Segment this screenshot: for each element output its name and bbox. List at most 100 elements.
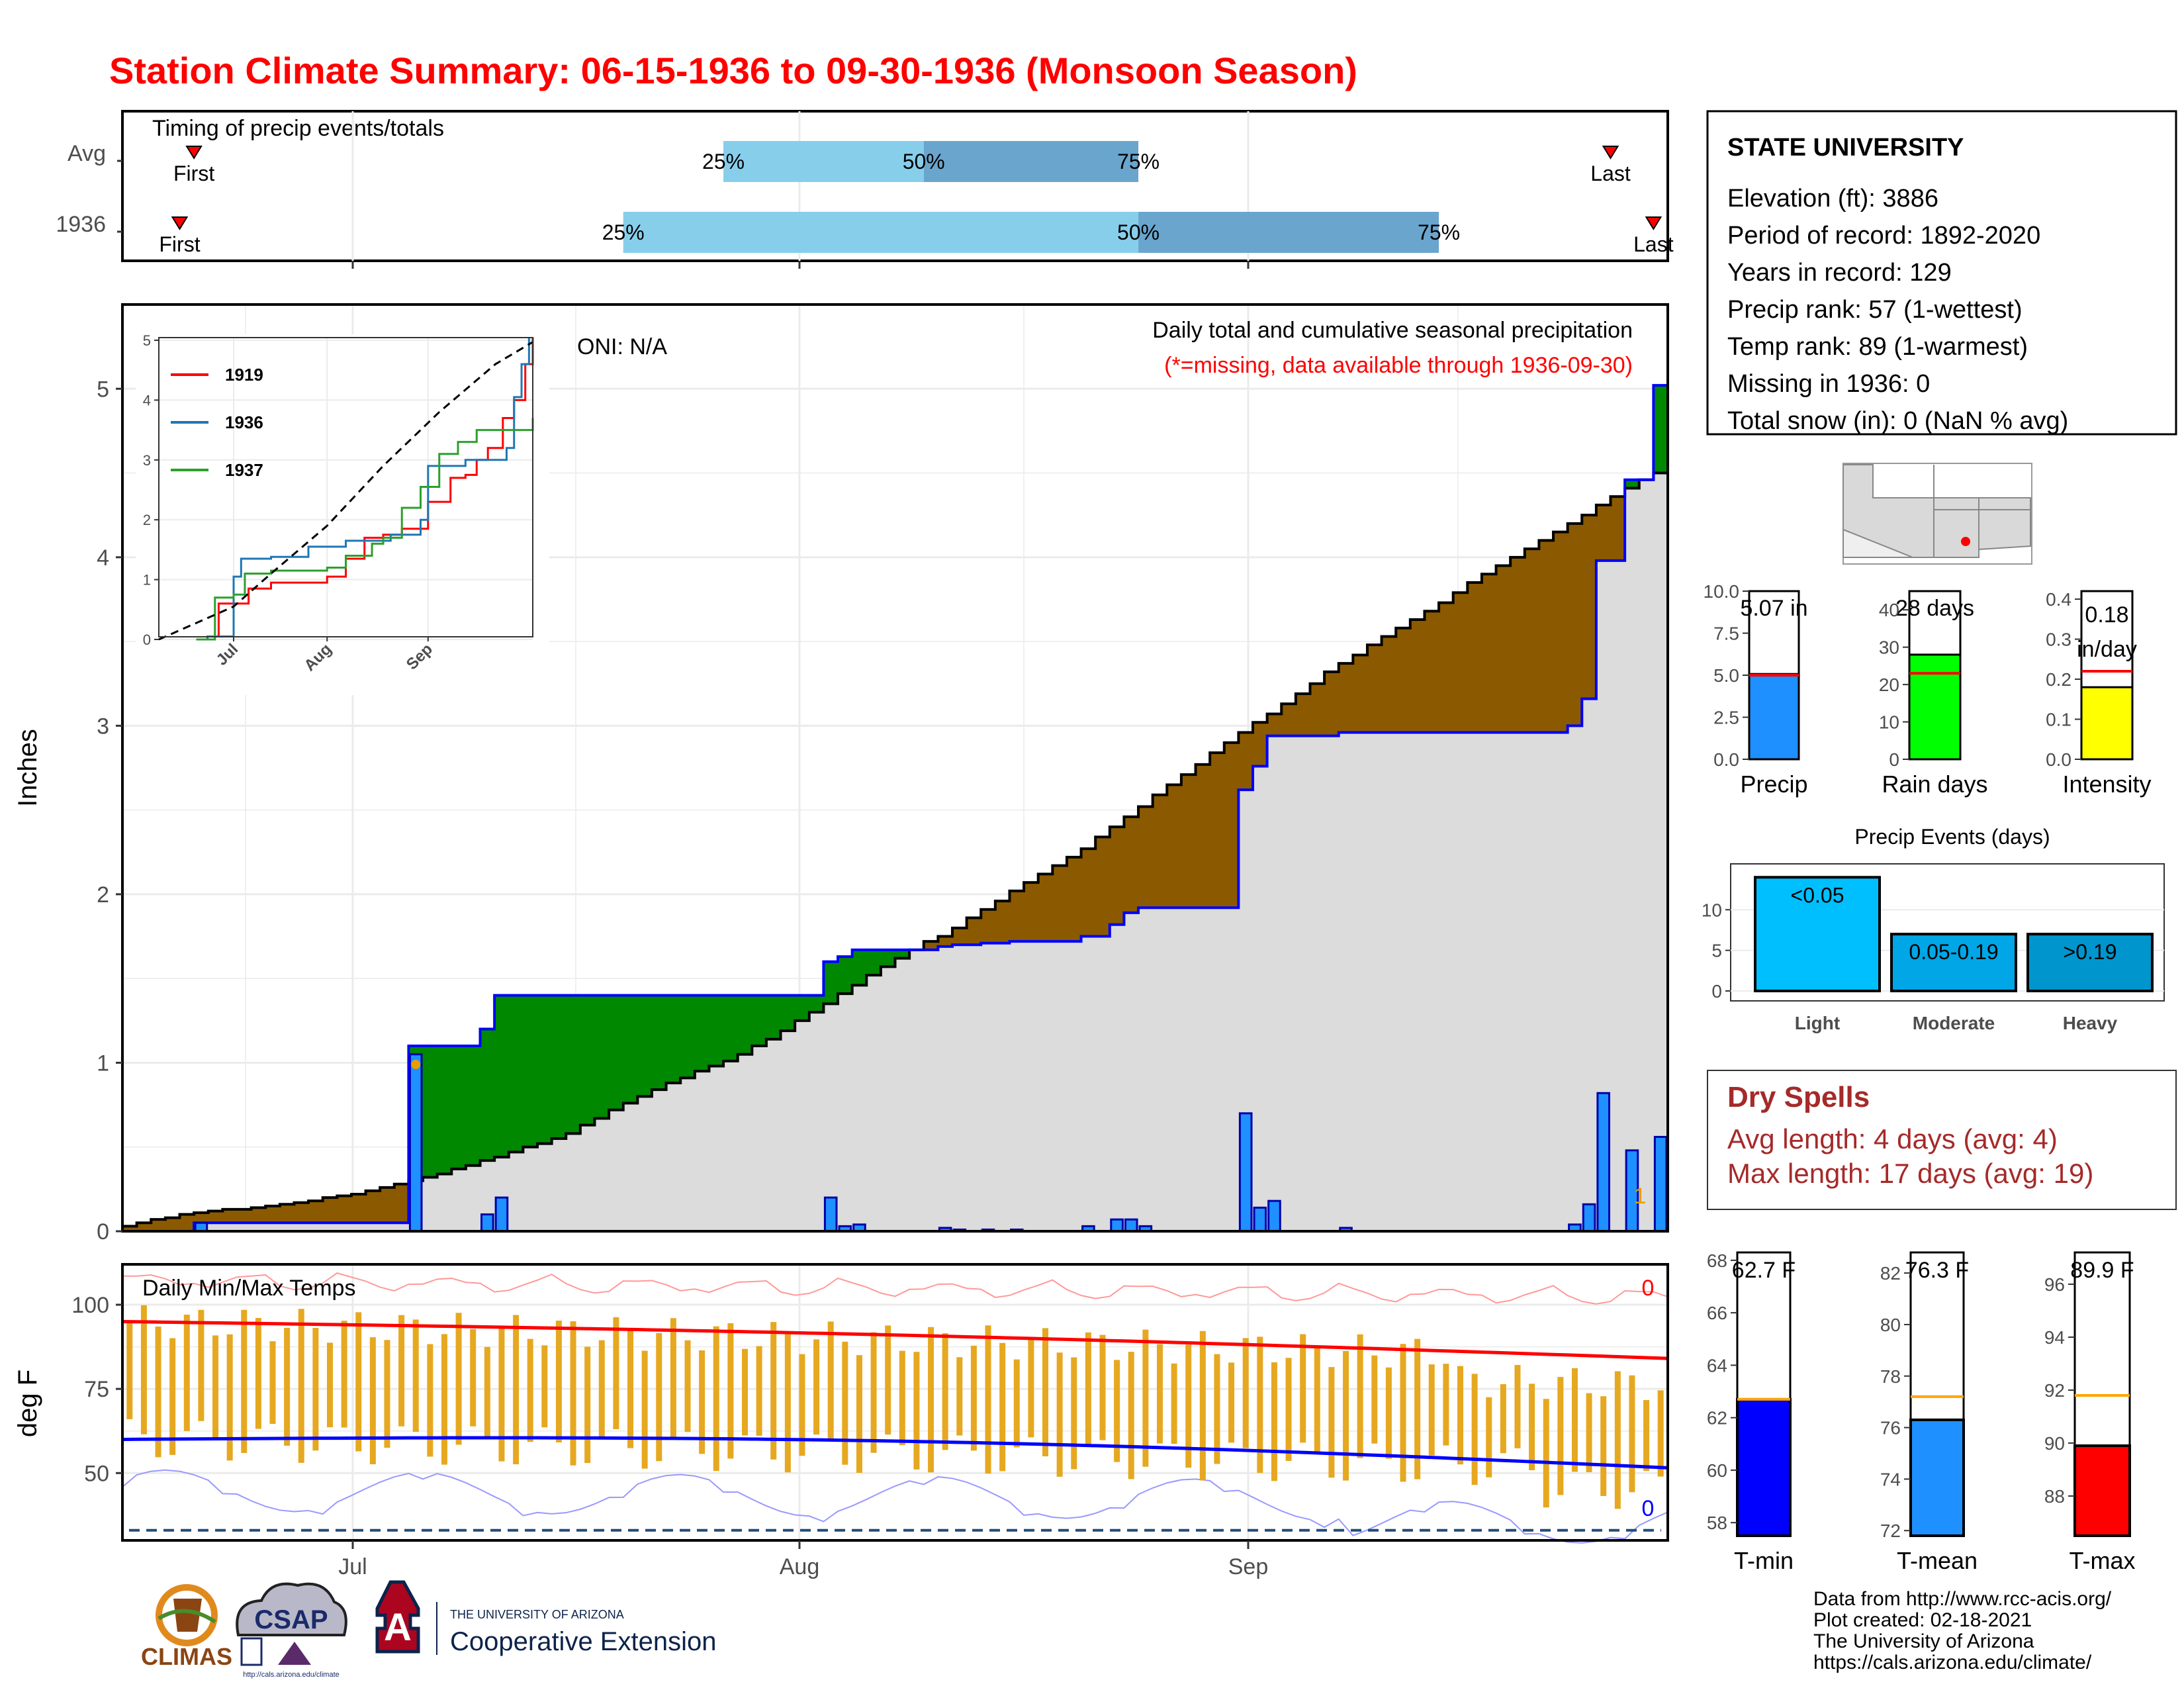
surplus-area xyxy=(594,995,610,1119)
deficit-area xyxy=(1381,636,1396,733)
precip-frame xyxy=(121,303,1669,1233)
temp-bar-tick-label: 96 xyxy=(2044,1274,2065,1295)
cumulative-base-area xyxy=(566,1133,581,1231)
temp-bar-tick-label: 62 xyxy=(1707,1408,1727,1429)
cumulative-base-area xyxy=(880,966,896,1231)
cumulative-base-area xyxy=(1338,732,1353,1231)
daily-precip-bar xyxy=(1267,1199,1281,1233)
temp-y-tick-label: 50 xyxy=(84,1461,109,1486)
timing-pct-label: 25% xyxy=(702,150,745,173)
cumulative-base-area xyxy=(1367,732,1383,1231)
precip-panel: 0 1 2 3 4 5 Inches ONI: N/A Daily total and c… xyxy=(13,303,1669,1244)
inset-frame xyxy=(158,337,533,637)
surplus-area xyxy=(465,1046,481,1166)
deficit-area xyxy=(1138,806,1154,908)
temp-y-label: deg F xyxy=(13,1370,42,1437)
deficit-area xyxy=(251,1207,266,1223)
temp-frame-bg xyxy=(122,1264,1668,1540)
surplus-area xyxy=(451,1046,467,1169)
deficit-area xyxy=(380,1187,395,1223)
deficit-area xyxy=(208,1211,223,1223)
cumulative-base-area xyxy=(995,943,1011,1231)
cumulative-base-area xyxy=(1467,732,1482,1231)
timing-first-marker xyxy=(185,146,203,160)
cumulative-base-area xyxy=(952,945,968,1231)
precip-description: Daily total and cumulative seasonal prec… xyxy=(1152,318,1633,343)
cumulative-base-area xyxy=(508,1152,523,1231)
map-borders xyxy=(1872,465,2030,557)
cumulative-base-area xyxy=(709,1066,724,1231)
cumulative-base-area xyxy=(1210,908,1225,1231)
deficit-area xyxy=(1510,557,1525,733)
cumulative-base-area xyxy=(1181,908,1197,1231)
deficit-area xyxy=(1009,890,1024,942)
surplus-area xyxy=(1625,479,1640,489)
deficit-area xyxy=(265,1205,281,1223)
inset-legend-label: 1919 xyxy=(225,365,263,385)
deficit-area xyxy=(1338,663,1353,733)
timing-last-label: Last xyxy=(1590,162,1631,185)
cumulative-base-area xyxy=(1496,732,1511,1231)
summary-tick-label: 30 xyxy=(1879,637,1899,658)
temp-plot xyxy=(122,1272,1668,1544)
inset-y-tick-label: 2 xyxy=(143,512,151,528)
cumulative-base-area xyxy=(909,949,925,1231)
footer-line: https://cals.arizona.edu/climate/ xyxy=(1813,1652,2092,1673)
cumulative-base-area xyxy=(809,1012,824,1231)
x-label-jul: Jul xyxy=(338,1554,367,1579)
deficit-area xyxy=(1024,882,1039,942)
summary-bar-precip xyxy=(1748,673,1800,761)
cumulative-base-area xyxy=(651,1090,667,1231)
surplus-area xyxy=(437,1046,452,1174)
events-bar-heavy xyxy=(2026,933,2154,992)
dry-spells-frame xyxy=(1707,1070,2177,1210)
cumulative-base-area xyxy=(380,1223,395,1231)
cumulative-base-area xyxy=(1024,941,1039,1231)
temp-bar-tick-label: 64 xyxy=(1707,1355,1727,1376)
inset-bg xyxy=(136,334,549,695)
temp-high-count: 0 xyxy=(1642,1276,1655,1301)
deficit-area xyxy=(337,1196,352,1223)
ua-letter: A xyxy=(384,1606,412,1649)
deficit-area xyxy=(1238,732,1253,790)
cumulative-base-area xyxy=(337,1223,352,1231)
precip-y-tick-label: 2 xyxy=(97,882,109,908)
missing-count: 1 xyxy=(1634,1184,1647,1209)
cumulative-base-area xyxy=(895,958,910,1231)
surplus-area xyxy=(508,995,523,1152)
cumulative-base-area xyxy=(1281,735,1297,1231)
footer: Data from http://www.rcc-acis.org/ Plot … xyxy=(1813,1588,2112,1673)
record-high-line xyxy=(122,1272,1668,1305)
daily-precip-bar xyxy=(1253,1206,1267,1233)
cumulative-base-area xyxy=(279,1223,295,1231)
climas-text: CLIMAS xyxy=(141,1643,232,1670)
map-lower-region xyxy=(1843,528,1913,558)
surplus-area xyxy=(651,995,667,1090)
deficit-area xyxy=(1396,628,1411,733)
temp-bar-tick-label: 66 xyxy=(1707,1303,1727,1323)
deficit-area xyxy=(1167,784,1182,908)
temp-bar-label: T-mean xyxy=(1897,1547,1978,1574)
cumulative-base-area xyxy=(365,1223,381,1231)
station-snow: Total snow (in): 0 (NaN % avg) xyxy=(1727,407,2068,435)
inset-y-tick-label: 3 xyxy=(143,452,151,469)
surplus-area xyxy=(795,995,810,1021)
summary-tick-label: 7.5 xyxy=(1713,624,1739,644)
temp-bar-tick-label: 60 xyxy=(1707,1460,1727,1481)
station-frame xyxy=(1706,110,2177,436)
cumulative-base-area xyxy=(594,1118,610,1231)
deficit-area xyxy=(1081,849,1096,937)
avg-tmin-line xyxy=(122,1436,1668,1470)
cumulative-base-area xyxy=(1066,941,1082,1231)
cumulative-base-area xyxy=(1009,941,1024,1231)
deficit-area xyxy=(222,1209,238,1223)
surplus-area xyxy=(838,957,853,994)
inset-line-1937 xyxy=(196,418,534,641)
surplus-area xyxy=(866,949,882,976)
deficit-area xyxy=(1539,540,1554,733)
timing-bars: 25% 50% 75% First Last 25% 50% 75% First Last xyxy=(117,111,1674,269)
station-years: Years in record: 129 xyxy=(1727,259,1952,287)
dry-spells-title: Dry Spells xyxy=(1727,1081,1870,1113)
temp-frame xyxy=(121,1263,1669,1542)
